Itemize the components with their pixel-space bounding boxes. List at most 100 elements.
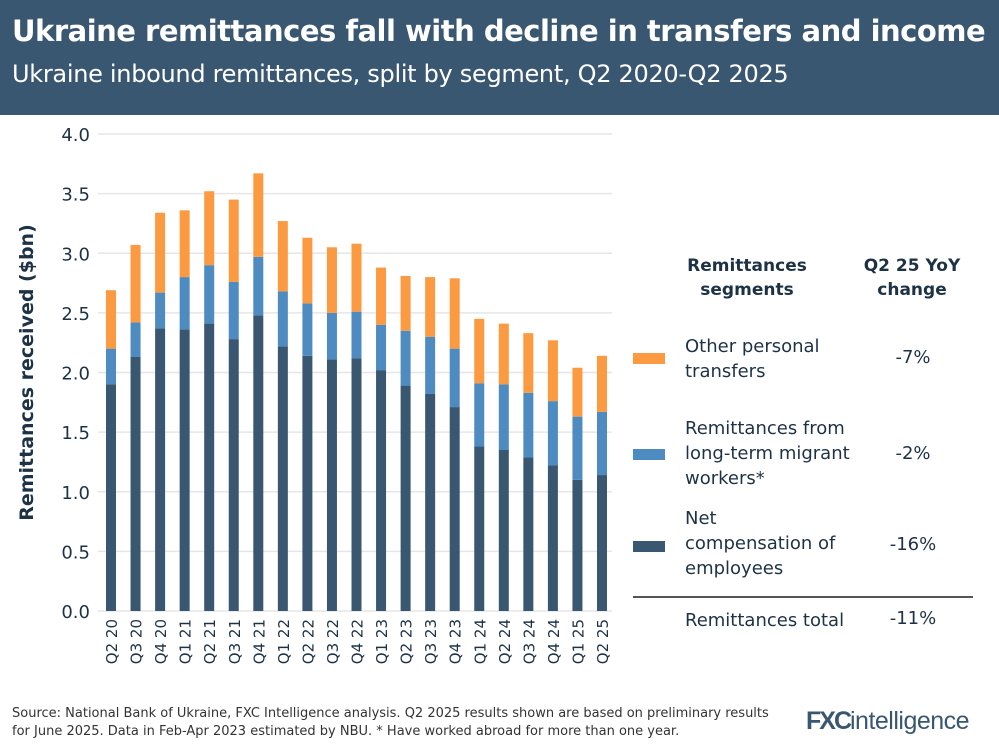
legend-header-line: Q2 25 YoY xyxy=(863,256,961,276)
bar-segment-migrant-workers xyxy=(106,348,116,385)
bar-segment-net-compensation xyxy=(204,323,215,611)
bar-segment-net-compensation xyxy=(130,356,141,611)
x-tick-label: Q3 24 xyxy=(520,619,538,664)
legend-header-line: change xyxy=(877,280,947,300)
bar-segment-net-compensation xyxy=(253,315,264,611)
bar-segment-other-transfers xyxy=(106,290,116,349)
bar-segment-migrant-workers xyxy=(302,303,313,356)
bar-segment-other-transfers xyxy=(498,323,509,385)
y-tick-label: 1.0 xyxy=(61,483,90,504)
bar-segment-other-transfers xyxy=(474,318,485,384)
bar-segment-migrant-workers xyxy=(277,291,288,347)
bar-segment-other-transfers xyxy=(253,173,264,257)
x-tick-label: Q4 22 xyxy=(349,619,367,664)
legend-value: -2% xyxy=(895,443,931,464)
stacked-bar-chart: 0.0 0.5 1.0 1.5 2.0 2.5 3.0 3.5 4.0 Remittances r… xyxy=(16,125,612,664)
bar-segment-other-transfers xyxy=(597,355,607,412)
bar-segment-other-transfers xyxy=(130,244,141,323)
legend-row-other-personal-transfers: Other personal transfers -7% xyxy=(633,334,973,386)
bar-segment-net-compensation xyxy=(597,475,607,611)
bar-segment-net-compensation xyxy=(400,385,411,611)
x-tick-label: Q1 24 xyxy=(471,619,489,664)
legend-row-net-compensation: Net compensation of employees -16% xyxy=(633,506,973,584)
bar-segment-other-transfers xyxy=(228,199,239,282)
legend-swatch xyxy=(633,449,665,460)
bar-segment-other-transfers xyxy=(400,275,411,331)
bar-segment-other-transfers xyxy=(449,278,460,349)
source-note: Source: National Bank of Ukraine, FXC In… xyxy=(12,706,769,739)
bar-segment-net-compensation xyxy=(474,446,485,611)
bar-segment-other-transfers xyxy=(351,243,362,312)
bar-segment-other-transfers xyxy=(204,191,215,266)
bar-segment-net-compensation xyxy=(376,370,387,611)
bar-segment-other-transfers xyxy=(179,210,190,278)
legend-label: Net compensation of employees xyxy=(685,508,836,579)
y-axis-label: Remittances received ($bn) xyxy=(16,224,38,521)
bar-segment-net-compensation xyxy=(351,358,362,611)
bar-segment-net-compensation xyxy=(277,346,288,611)
bar-segment-migrant-workers xyxy=(228,281,239,340)
legend-header-segments: Remittances segments xyxy=(672,254,822,302)
header-banner: Ukraine remittances fall with decline in… xyxy=(0,0,999,115)
x-tick-label: Q2 22 xyxy=(299,619,317,664)
legend-value: -7% xyxy=(895,347,931,368)
bar-segment-net-compensation xyxy=(326,359,337,611)
x-tick-label: Q1 21 xyxy=(177,619,195,664)
legend-total-label: Remittances total xyxy=(685,610,845,631)
bar-segment-other-transfers xyxy=(523,333,534,393)
bar-segment-other-transfers xyxy=(302,237,313,304)
bar-segment-net-compensation xyxy=(572,479,583,611)
bar-segment-migrant-workers xyxy=(376,324,387,371)
bar-segment-net-compensation xyxy=(523,457,534,611)
bar-segment-migrant-workers xyxy=(351,311,362,359)
legend-value: -16% xyxy=(889,534,937,555)
bar-segment-migrant-workers xyxy=(253,256,264,316)
bar-segment-migrant-workers xyxy=(597,411,607,476)
bar-segment-net-compensation xyxy=(106,384,116,611)
y-tick-label: 0.0 xyxy=(61,602,90,623)
x-tick-label: Q2 20 xyxy=(103,619,121,664)
bar-segment-migrant-workers xyxy=(572,416,583,480)
x-tick-label: Q4 23 xyxy=(447,619,465,664)
bar-segment-net-compensation xyxy=(302,355,313,611)
x-tick-label: Q4 21 xyxy=(250,619,268,664)
legend-divider xyxy=(633,596,973,598)
x-tick-label: Q2 25 xyxy=(594,619,612,664)
bar-segment-migrant-workers xyxy=(474,383,485,447)
bar-segment-migrant-workers xyxy=(155,292,166,329)
legend-header-line: segments xyxy=(700,280,794,300)
x-tick-label: Q1 22 xyxy=(275,619,293,664)
y-tick-label: 4.0 xyxy=(61,125,90,146)
bar-segment-migrant-workers xyxy=(130,322,141,357)
bar-segment-net-compensation xyxy=(228,339,239,611)
bar-segment-migrant-workers xyxy=(547,401,558,466)
y-tick-label: 0.5 xyxy=(61,542,90,563)
x-tick-label: Q1 23 xyxy=(373,619,391,664)
bar-segment-migrant-workers xyxy=(204,265,215,324)
legend-label: Remittances from long-term migrant worke… xyxy=(685,418,850,489)
y-tick-label: 1.5 xyxy=(61,423,90,444)
bar-segment-other-transfers xyxy=(376,267,387,325)
x-tick-label: Q1 25 xyxy=(569,619,587,664)
bar-segment-net-compensation xyxy=(179,329,190,611)
bar-segment-net-compensation xyxy=(449,407,460,611)
fxc-intelligence-logo: FXCintelligence xyxy=(806,707,970,735)
bar-segment-migrant-workers xyxy=(523,392,534,458)
legend-swatch xyxy=(633,353,665,364)
x-tick-label: Q3 22 xyxy=(324,619,342,664)
x-tick-label: Q2 24 xyxy=(496,619,514,664)
bar-segment-other-transfers xyxy=(547,340,558,402)
chart-subtitle: Ukraine inbound remittances, split by se… xyxy=(12,60,789,88)
legend-row-total: Remittances total -11% xyxy=(633,608,973,636)
bar-segment-migrant-workers xyxy=(400,330,411,386)
chart-title: Ukraine remittances fall with decline in… xyxy=(12,14,986,48)
bar-segment-other-transfers xyxy=(572,367,583,417)
bar-segment-net-compensation xyxy=(498,450,509,611)
bar-segment-migrant-workers xyxy=(425,336,436,394)
y-tick-label: 2.5 xyxy=(61,304,90,325)
x-tick-label: Q2 21 xyxy=(201,619,219,664)
bar-segment-other-transfers xyxy=(277,221,288,292)
legend-header-change: Q2 25 YoY change xyxy=(852,254,972,302)
legend-total-value: -11% xyxy=(889,608,937,629)
bar-segment-other-transfers xyxy=(425,277,436,337)
